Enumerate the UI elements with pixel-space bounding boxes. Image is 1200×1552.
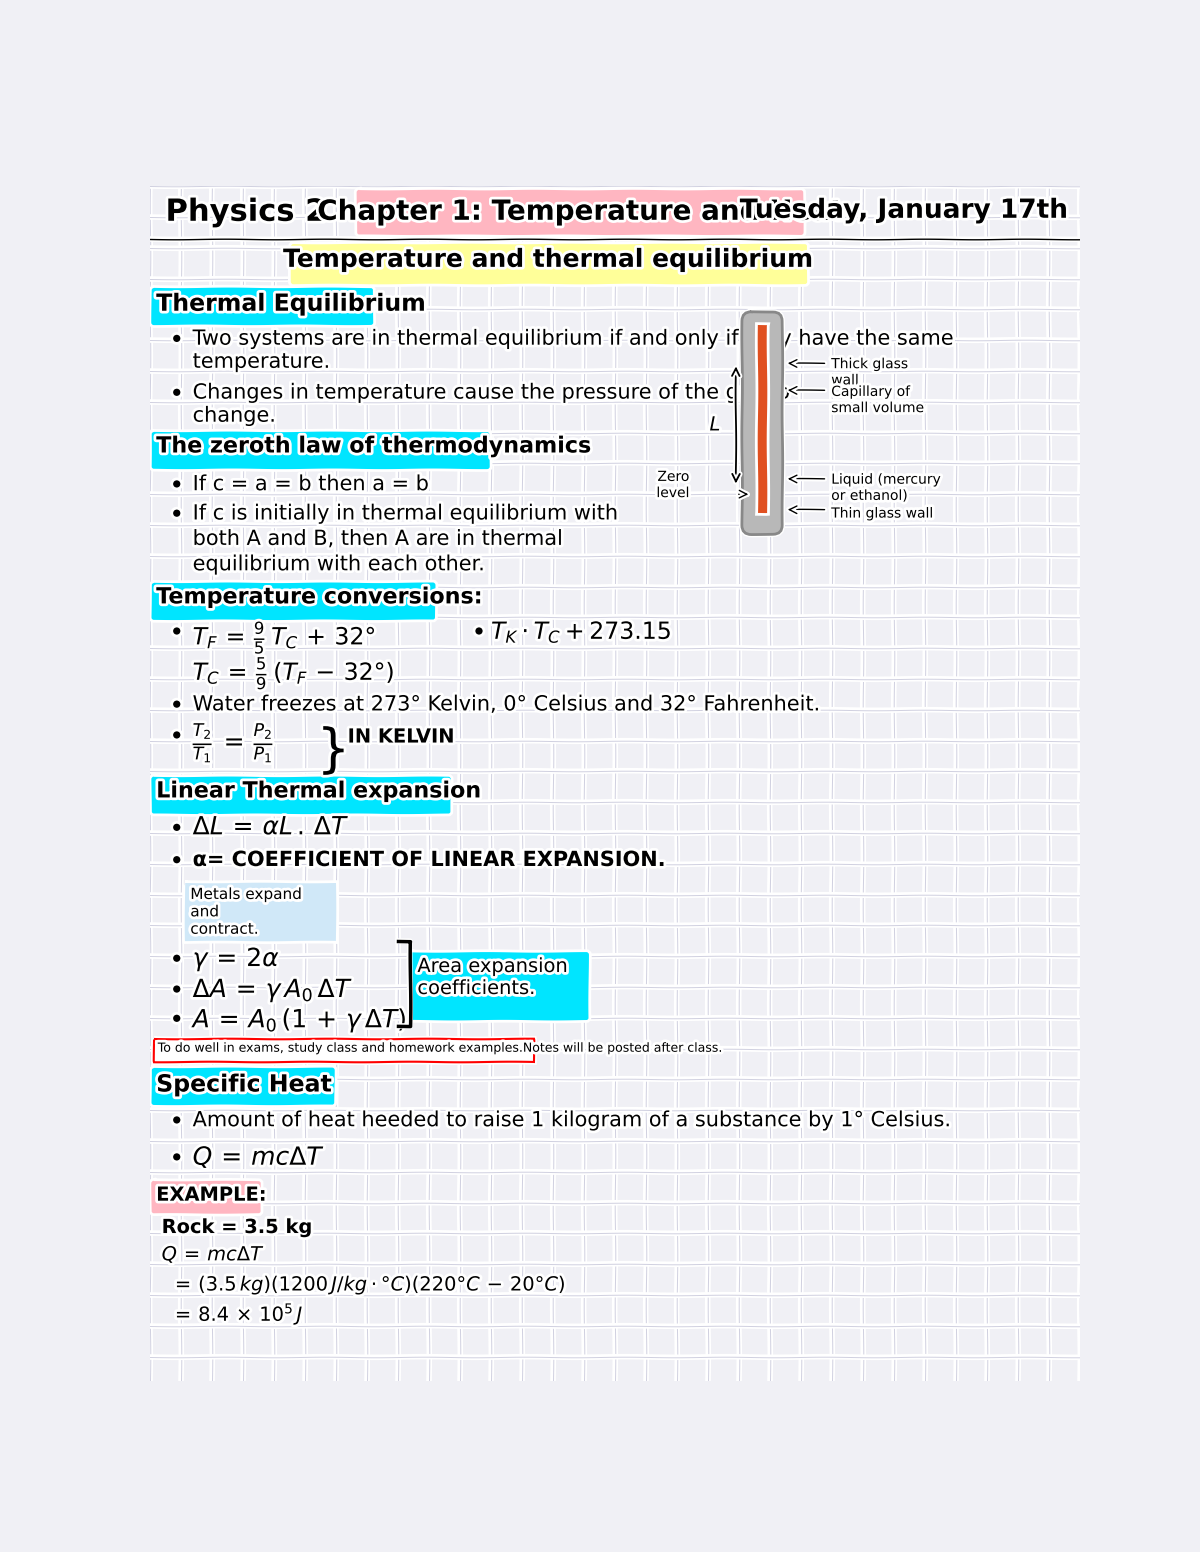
Text: IN KELVIN: IN KELVIN <box>348 728 455 747</box>
Text: •: • <box>169 621 184 646</box>
Text: Thermal Equilibrium: Thermal Equilibrium <box>156 292 426 315</box>
Text: •: • <box>169 503 184 528</box>
Text: $A\,=\,A_0\,(1\,+\,\gamma\,\Delta T)$: $A\,=\,A_0\,(1\,+\,\gamma\,\Delta T)$ <box>193 1006 408 1034</box>
Text: Metals expand
and
contract.: Metals expand and contract. <box>191 886 302 937</box>
Text: $T_K\cdot T_C+273.15$: $T_K\cdot T_C+273.15$ <box>491 619 672 646</box>
Text: •: • <box>169 979 184 1003</box>
Text: Area expansion
coefficients.: Area expansion coefficients. <box>418 958 568 998</box>
FancyBboxPatch shape <box>292 244 808 284</box>
FancyBboxPatch shape <box>356 189 803 234</box>
Text: Tuesday, January 17th: Tuesday, January 17th <box>739 197 1068 223</box>
Text: equilibrium with each other.: equilibrium with each other. <box>193 554 485 574</box>
Text: •: • <box>169 475 184 498</box>
Text: change.: change. <box>193 405 276 425</box>
Text: •: • <box>472 621 486 646</box>
Text: both A and B, then A are in thermal: both A and B, then A are in thermal <box>193 529 563 549</box>
Text: Liquid (mercury
or ethanol): Liquid (mercury or ethanol) <box>832 473 941 503</box>
Text: $\Delta A\,=\,\gamma\,A_0\,\Delta T$: $\Delta A\,=\,\gamma\,A_0\,\Delta T$ <box>193 978 354 1004</box>
Text: Temperature and thermal equilibrium: Temperature and thermal equilibrium <box>283 248 815 272</box>
Text: $T_F\,=\,\frac{9}{5}\,T_C\,+\,32°$: $T_F\,=\,\frac{9}{5}\,T_C\,+\,32°$ <box>193 619 377 656</box>
Text: temperature.: temperature. <box>193 352 330 372</box>
FancyBboxPatch shape <box>151 778 451 813</box>
Text: •: • <box>169 948 184 973</box>
FancyBboxPatch shape <box>151 1181 260 1214</box>
Text: $\gamma\,=\,2\alpha$: $\gamma\,=\,2\alpha$ <box>193 947 281 973</box>
Text: $\,\,\,=\,8.4\,\times\,10^5\,J$: $\,\,\,=\,8.4\,\times\,10^5\,J$ <box>162 1301 304 1327</box>
Text: α= COEFFICIENT OF LINEAR EXPANSION.: α= COEFFICIENT OF LINEAR EXPANSION. <box>193 850 665 871</box>
Text: Two systems are in thermal equilibrium if and only if they have the same: Two systems are in thermal equilibrium i… <box>193 329 954 349</box>
FancyBboxPatch shape <box>151 287 373 324</box>
Text: •: • <box>169 818 184 841</box>
Text: Water freezes at 273° Kelvin, 0° Celsius and 32° Fahrenheit.: Water freezes at 273° Kelvin, 0° Celsius… <box>193 694 821 714</box>
Text: L: L <box>709 416 720 435</box>
Text: $Q\,=\,mc\Delta T$: $Q\,=\,mc\Delta T$ <box>193 1145 325 1170</box>
Text: •: • <box>169 329 184 352</box>
Text: •: • <box>169 694 184 719</box>
Text: $Q\,=\,mc\Delta T$: $Q\,=\,mc\Delta T$ <box>162 1245 265 1265</box>
Text: $\frac{T_2}{T_1}\,=\,\frac{P_2}{P_1}$: $\frac{T_2}{T_1}\,=\,\frac{P_2}{P_1}$ <box>193 722 275 765</box>
Bar <box>154 1040 534 1063</box>
Text: Temperature conversions:: Temperature conversions: <box>156 587 484 607</box>
FancyBboxPatch shape <box>151 584 436 619</box>
FancyBboxPatch shape <box>409 953 589 1020</box>
Text: •: • <box>169 725 184 750</box>
Text: Changes in temperature cause the pressure of the gas to: Changes in temperature cause the pressur… <box>193 383 790 402</box>
Text: Specific Heat: Specific Heat <box>156 1072 332 1097</box>
Text: $\Delta L\,=\,\alpha L\,.\,\Delta T$: $\Delta L\,=\,\alpha L\,.\,\Delta T$ <box>193 815 349 840</box>
Text: •: • <box>169 1147 184 1172</box>
Text: Physics 2: Physics 2 <box>166 197 326 227</box>
Text: •: • <box>169 850 184 874</box>
Text: Rock = 3.5 kg: Rock = 3.5 kg <box>162 1218 313 1237</box>
Text: Thin glass wall: Thin glass wall <box>832 506 934 520</box>
Text: •: • <box>169 1110 184 1135</box>
Text: Linear Thermal expansion: Linear Thermal expansion <box>156 782 482 801</box>
Text: Thick glass
wall: Thick glass wall <box>832 357 908 388</box>
Text: If c is initially in thermal equilibrium with: If c is initially in thermal equilibrium… <box>193 503 619 523</box>
Bar <box>185 883 336 941</box>
Text: }: } <box>317 725 350 778</box>
Text: $\,\,\,=\,(3.5\,kg)(1200\,J/kg\cdot°C)(220°C\,-\,20°C)$: $\,\,\,=\,(3.5\,kg)(1200\,J/kg\cdot°C)(2… <box>162 1274 568 1296</box>
FancyBboxPatch shape <box>151 1068 335 1105</box>
Text: •: • <box>169 383 184 407</box>
Bar <box>757 324 767 514</box>
Text: If c = a = b then a = b: If c = a = b then a = b <box>193 475 430 494</box>
Text: Capillary of
small volume: Capillary of small volume <box>832 385 924 414</box>
Text: The zeroth law of thermodynamics: The zeroth law of thermodynamics <box>156 436 593 456</box>
FancyBboxPatch shape <box>151 431 490 469</box>
Text: To do well in exams, study class and homework examples.Notes will be posted afte: To do well in exams, study class and hom… <box>157 1041 724 1055</box>
Text: Amount of heat heeded to raise 1 kilogram of a substance by 1° Celsius.: Amount of heat heeded to raise 1 kilogra… <box>193 1110 952 1130</box>
Text: Zero
level: Zero level <box>656 470 689 500</box>
Text: Chapter 1: Temperature and Heat: Chapter 1: Temperature and Heat <box>317 197 842 225</box>
Text: $T_C\,=\,\frac{5}{9}\,(T_F\,-\,32°)$: $T_C\,=\,\frac{5}{9}\,(T_F\,-\,32°)$ <box>193 655 395 692</box>
FancyBboxPatch shape <box>742 312 782 534</box>
Text: EXAMPLE:: EXAMPLE: <box>156 1186 266 1204</box>
Text: •: • <box>169 1009 184 1032</box>
